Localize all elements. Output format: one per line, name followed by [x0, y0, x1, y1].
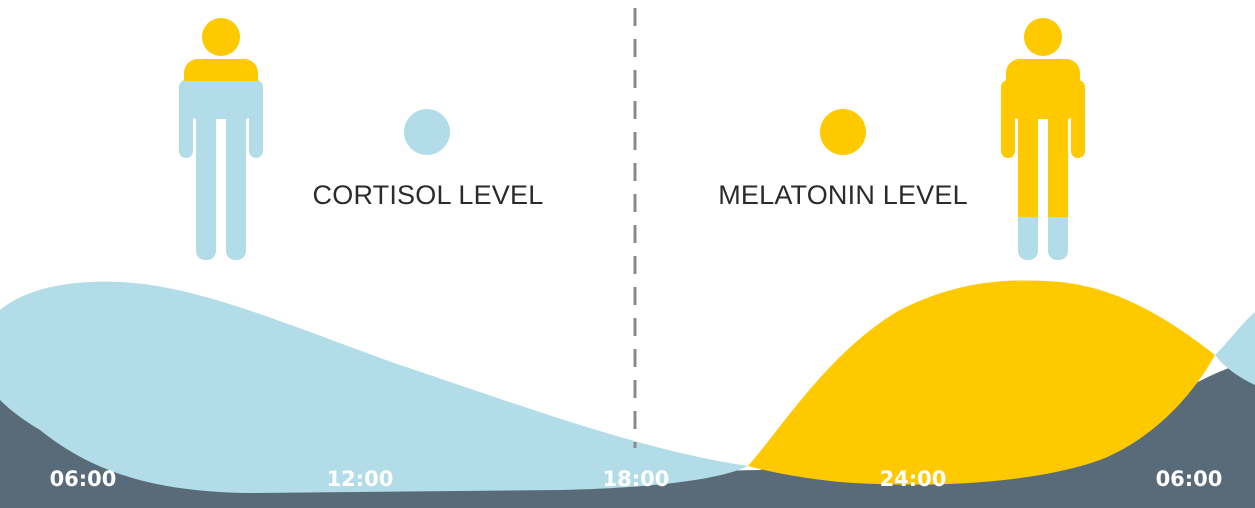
melatonin-area	[748, 280, 1215, 485]
melatonin-legend-dot	[820, 109, 866, 155]
time-label-1800: 18:00	[603, 467, 670, 491]
time-label-1200: 12:00	[327, 467, 394, 491]
melatonin-legend-label: MELATONIN LEVEL	[718, 180, 968, 210]
cortisol-legend-label: CORTISOL LEVEL	[313, 180, 544, 210]
cortisol-legend-dot	[404, 109, 450, 155]
cortisol-area	[0, 281, 748, 493]
time-label-2400: 24:00	[880, 467, 947, 491]
time-label-0600-start: 06:00	[50, 467, 117, 491]
cortisol-area-rise	[1215, 312, 1255, 385]
time-label-0600-end: 06:00	[1156, 467, 1223, 491]
